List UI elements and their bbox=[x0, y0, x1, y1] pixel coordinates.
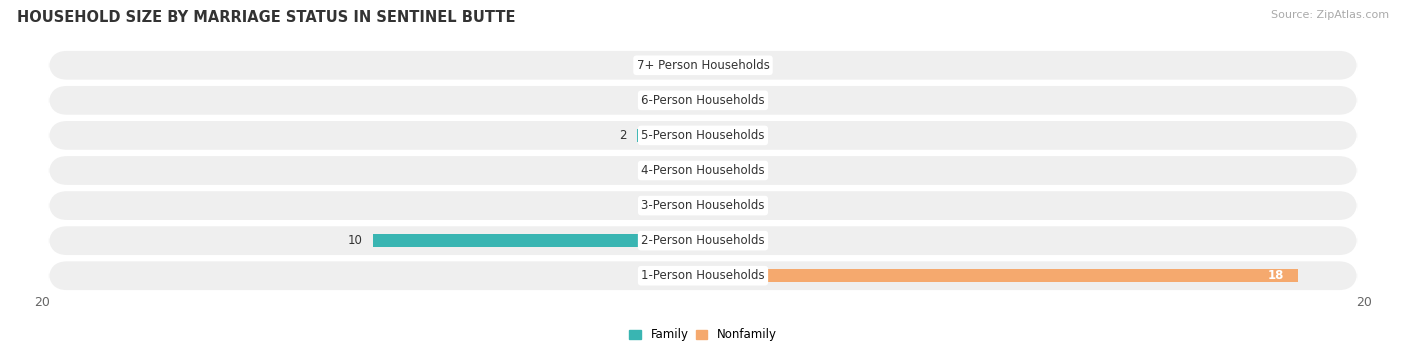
FancyBboxPatch shape bbox=[49, 226, 1357, 255]
Text: 5-Person Households: 5-Person Households bbox=[641, 129, 765, 142]
Text: 0: 0 bbox=[647, 94, 654, 107]
Bar bbox=[703, 199, 742, 212]
Text: 0: 0 bbox=[752, 59, 759, 72]
Bar bbox=[703, 129, 742, 142]
Text: 0: 0 bbox=[752, 199, 759, 212]
Bar bbox=[703, 94, 742, 107]
Text: 2-Person Households: 2-Person Households bbox=[641, 234, 765, 247]
Text: 10: 10 bbox=[347, 234, 363, 247]
Bar bbox=[664, 269, 703, 282]
Text: 0: 0 bbox=[752, 164, 759, 177]
FancyBboxPatch shape bbox=[49, 261, 1357, 290]
Text: 18: 18 bbox=[1268, 269, 1285, 282]
Bar bbox=[703, 59, 742, 72]
FancyBboxPatch shape bbox=[49, 191, 1357, 220]
Bar bbox=[703, 164, 742, 177]
Text: 3-Person Households: 3-Person Households bbox=[641, 199, 765, 212]
Bar bbox=[637, 129, 703, 142]
Text: 4-Person Households: 4-Person Households bbox=[641, 164, 765, 177]
Bar bbox=[664, 164, 703, 177]
Bar bbox=[664, 59, 703, 72]
Bar bbox=[664, 199, 703, 212]
Bar bbox=[664, 94, 703, 107]
Text: HOUSEHOLD SIZE BY MARRIAGE STATUS IN SENTINEL BUTTE: HOUSEHOLD SIZE BY MARRIAGE STATUS IN SEN… bbox=[17, 10, 516, 25]
Bar bbox=[703, 234, 742, 247]
Bar bbox=[703, 269, 1298, 282]
Text: Source: ZipAtlas.com: Source: ZipAtlas.com bbox=[1271, 10, 1389, 20]
Text: 0: 0 bbox=[647, 269, 654, 282]
FancyBboxPatch shape bbox=[49, 121, 1357, 150]
FancyBboxPatch shape bbox=[49, 51, 1357, 80]
Bar bbox=[373, 234, 703, 247]
Text: 2: 2 bbox=[620, 129, 627, 142]
Text: 1-Person Households: 1-Person Households bbox=[641, 269, 765, 282]
Text: 0: 0 bbox=[647, 164, 654, 177]
FancyBboxPatch shape bbox=[49, 156, 1357, 185]
Text: 0: 0 bbox=[752, 234, 759, 247]
FancyBboxPatch shape bbox=[49, 86, 1357, 115]
Text: 6-Person Households: 6-Person Households bbox=[641, 94, 765, 107]
Text: 0: 0 bbox=[752, 94, 759, 107]
Legend: Family, Nonfamily: Family, Nonfamily bbox=[630, 328, 776, 341]
Text: 7+ Person Households: 7+ Person Households bbox=[637, 59, 769, 72]
Text: 0: 0 bbox=[647, 199, 654, 212]
Text: 0: 0 bbox=[647, 59, 654, 72]
Text: 0: 0 bbox=[752, 129, 759, 142]
